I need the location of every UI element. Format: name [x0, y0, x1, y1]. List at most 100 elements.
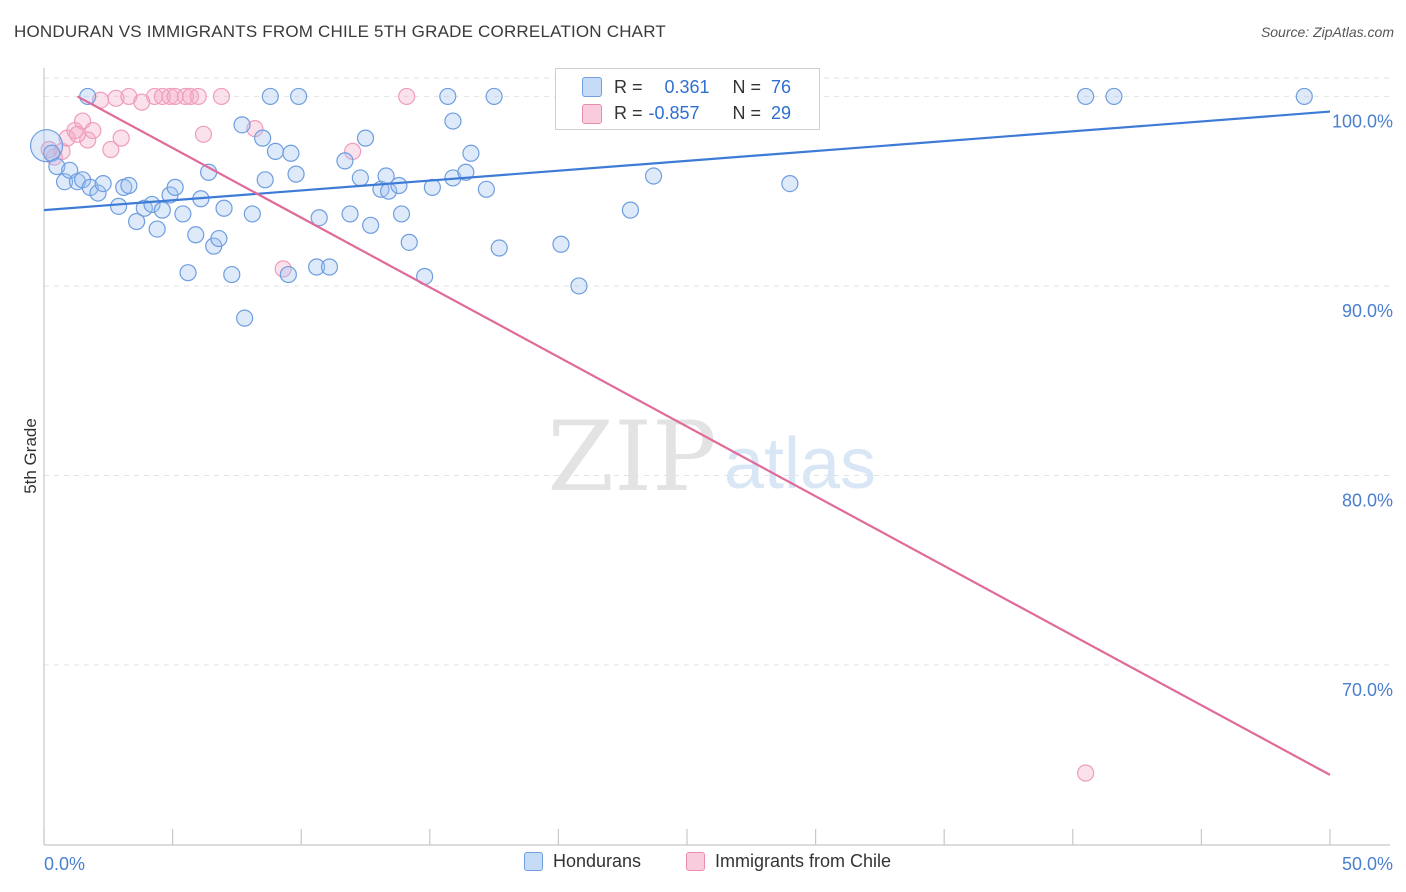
chile-point-20: [189, 87, 207, 106]
hondurans-point-53: [400, 233, 418, 251]
axes: [43, 68, 1390, 846]
stats-legend: R = 0.361 N = 76 R = -0.857 N = 29: [555, 68, 820, 130]
gridlines: [44, 77, 1390, 666]
hondurans-point-62: [485, 87, 503, 106]
stats-swatch-chile: [582, 104, 602, 124]
hondurans-point-64: [552, 235, 570, 253]
stats-n-hondurans: 76: [771, 76, 792, 97]
axis-labels: 100.0% 90.0% 80.0% 70.0% 0.0% 50.0% 5th Grade: [21, 111, 1393, 874]
chile-point-26: [398, 87, 416, 106]
y-axis-title: 5th Grade: [21, 418, 40, 494]
legend-label-chile: Immigrants from Chile: [715, 851, 892, 871]
source-label: Source: ZipAtlas.com: [1260, 24, 1394, 40]
chile-point-18: [176, 87, 195, 106]
stats-n-label-chile: N =: [732, 102, 762, 123]
hondurans-point-41: [308, 258, 326, 276]
hondurans-point-60: [462, 144, 480, 162]
hondurans-point-28: [223, 265, 241, 284]
hondurans-point-71: [1077, 87, 1095, 106]
hondurans-point-65: [570, 277, 588, 295]
chart-title: HONDURAN VS IMMIGRANTS FROM CHILE 5TH GR…: [14, 22, 666, 41]
y-tick-label-1: 90.0%: [1342, 301, 1393, 321]
chile-point-22: [212, 87, 231, 106]
y-tick-label-3: 70.0%: [1342, 680, 1393, 700]
hondurans-point-26: [210, 229, 228, 248]
chile-point-28: [68, 125, 87, 143]
hondurans-point-73: [1295, 87, 1313, 106]
hondurans-point-21: [179, 264, 197, 282]
hondurans-point-1: [43, 144, 61, 162]
hondurans-point-42: [320, 258, 339, 276]
hondurans-point-31: [243, 205, 261, 223]
stats-n-chile: 29: [771, 102, 792, 123]
stats-r-chile: -0.857: [648, 102, 700, 123]
stats-row-chile: R = -0.857 N = 29: [614, 100, 791, 126]
hondurans-point-52: [392, 205, 411, 223]
hondurans-point-29: [233, 116, 251, 134]
hondurans-point-36: [279, 265, 297, 284]
hondurans-point-66: [621, 201, 640, 219]
hondurans-point-32: [254, 129, 272, 147]
stats-r-hondurans: 0.361: [664, 76, 710, 97]
hondurans-point-56: [439, 87, 457, 106]
legend-swatch-hondurans: [524, 852, 543, 871]
hondurans-point-51: [390, 176, 408, 195]
hondurans-point-0: [29, 129, 64, 163]
hondurans-point-35: [266, 142, 285, 160]
chile-point-11: [112, 129, 130, 147]
hondurans-point-63: [490, 239, 508, 257]
x-tick-label-left: 0.0%: [44, 854, 85, 874]
legend-swatch-chile: [686, 852, 705, 871]
trend-lines: [43, 95, 1331, 776]
watermark-zip: ZIP: [547, 401, 716, 513]
hondurans-point-8: [89, 184, 107, 202]
stats-r-label-chile: R =: [614, 102, 643, 123]
hondurans-point-46: [356, 129, 375, 147]
y-tick-label-2: 80.0%: [1342, 490, 1393, 510]
hondurans-point-33: [256, 171, 274, 189]
hondurans-point-59: [457, 163, 475, 181]
hondurans-point-47: [362, 216, 380, 234]
legend-item-hondurans[interactable]: Hondurans: [524, 851, 641, 872]
stats-row-hondurans: R = 0.361 N = 76: [614, 74, 791, 100]
stats-n-label-hondurans: N =: [732, 76, 762, 97]
legend-item-chile[interactable]: Immigrants from Chile: [686, 851, 891, 872]
x-tick-label-right: 50.0%: [1342, 854, 1393, 874]
hondurans-point-20: [174, 205, 192, 223]
chile-point-6: [79, 131, 97, 149]
hondurans-point-13: [127, 212, 146, 231]
chile-trend-line: [76, 95, 1331, 776]
watermark-atlas: atlas: [724, 424, 876, 504]
hondurans-point-10: [109, 197, 128, 215]
hondurans-point-2: [48, 157, 66, 176]
hondurans-point-57: [444, 112, 462, 130]
hondurans-point-40: [310, 209, 328, 227]
chile-point-9: [102, 140, 120, 159]
y-tick-label-0: 100.0%: [1332, 111, 1393, 131]
chile-point-27: [1077, 764, 1095, 782]
hondurans-point-17: [153, 201, 171, 219]
hondurans-point-72: [1105, 87, 1123, 106]
chile-point-7: [84, 121, 102, 140]
hondurans-point-43: [336, 152, 354, 170]
hondurans-point-44: [341, 205, 359, 223]
hondurans-point-39: [290, 87, 308, 106]
hondurans-point-9: [94, 175, 112, 193]
hondurans-point-70: [781, 175, 799, 193]
hondurans-point-34: [261, 87, 279, 106]
stats-r-label-hondurans: R =: [614, 76, 643, 97]
hondurans-point-12: [120, 176, 138, 195]
hondurans-point-16: [148, 220, 166, 238]
hondurans-point-30: [236, 309, 254, 327]
hondurans-point-38: [287, 165, 305, 183]
stats-swatch-hondurans: [582, 77, 602, 97]
hondurans-point-67: [644, 167, 663, 185]
hondurans-point-22: [187, 226, 205, 244]
hondurans-point-45: [351, 169, 369, 187]
legend-label-hondurans: Hondurans: [553, 851, 642, 871]
chile-points: [40, 87, 1095, 782]
hondurans-point-27: [215, 199, 233, 217]
hondurans-point-61: [477, 180, 495, 198]
chile-point-21: [194, 125, 213, 143]
